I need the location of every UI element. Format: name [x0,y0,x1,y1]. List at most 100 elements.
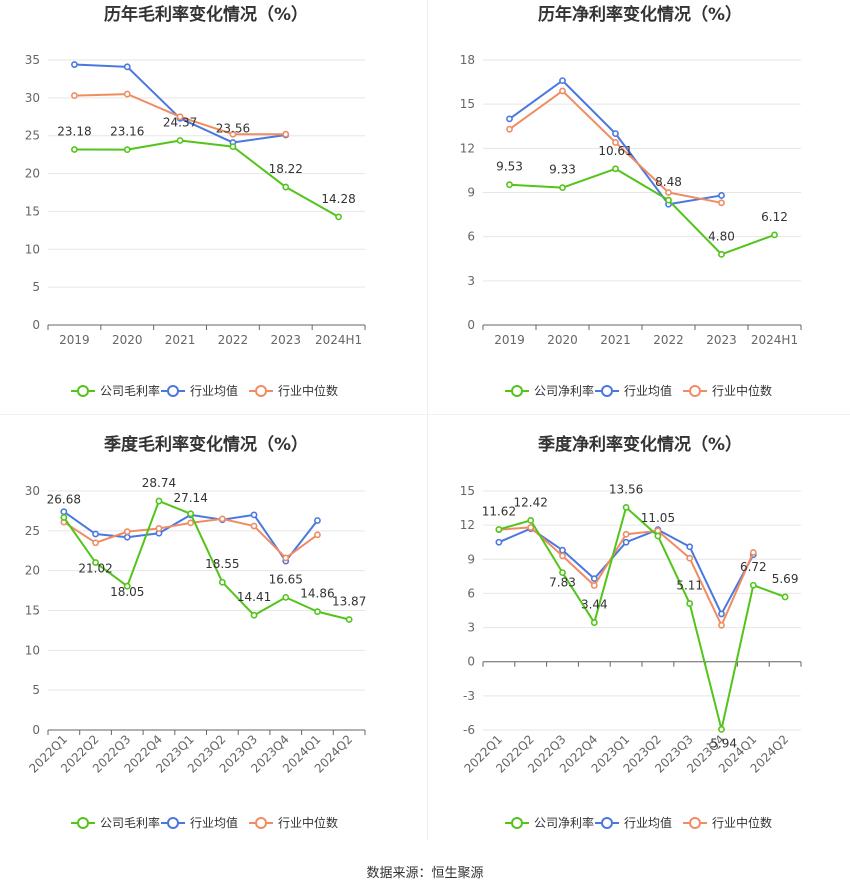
data-point [314,517,321,524]
data-point [718,199,725,207]
legend: 公司净利率 行业均值 行业中位数 [505,815,772,830]
data-point [250,522,258,530]
x-tick-label: 2020 [547,333,578,347]
data-label: 6.12 [761,210,788,224]
data-label: 18.55 [205,557,239,571]
y-tick-label: 5 [32,280,40,294]
x-tick-label: 2024H1 [315,333,362,347]
y-tick-label: -3 [463,689,475,703]
data-label: 3.44 [581,598,608,612]
data-point [686,543,694,551]
data-label: 11.05 [641,511,675,525]
y-tick-label: 0 [32,318,40,332]
data-point [612,165,619,173]
chart-title: 季度净利率变化情况（%） [538,434,742,455]
legend-swatch-marker [511,385,523,397]
legend-label: 公司毛利率 [100,815,160,830]
y-tick-label: 9 [467,186,475,200]
data-point [71,92,78,99]
data-point [71,146,78,153]
y-tick-label: 3 [467,274,475,288]
y-tick-label: -6 [463,723,475,737]
data-label: 27.14 [173,491,207,505]
legend: 公司毛利率 行业均值 行业中位数 [71,383,338,398]
data-point [622,538,630,546]
data-label: 14.28 [321,192,355,206]
legend-label: 行业中位数 [278,383,338,398]
x-tick-label: 2024H1 [751,333,798,347]
data-label: 28.74 [142,476,176,490]
data-point [559,552,566,560]
data-label: 21.02 [78,562,112,576]
data-point [123,146,131,154]
data-point [506,125,513,133]
data-label: 9.53 [496,160,523,174]
series-line-industry_avg [63,510,319,563]
data-label: 13.56 [609,482,643,496]
series-line-industry_avg [74,63,286,144]
legend-swatch-marker [77,817,89,829]
y-tick-label: 6 [467,230,475,244]
chart-3: 季度毛利率变化情况（%）0510152025302022Q12022Q22022… [25,434,367,830]
x-tick-label: 2021 [165,333,196,347]
y-tick-label: 15 [25,204,40,218]
series-line-company [63,500,350,621]
data-point [718,192,725,199]
legend: 公司毛利率 行业均值 行业中位数 [71,815,338,830]
data-point [282,130,290,138]
data-point [71,61,78,68]
source-note: 数据来源：恒生聚源 [366,866,484,881]
data-point [92,539,99,547]
data-point [176,113,184,121]
data-point [176,137,184,144]
data-point [654,532,662,540]
y-tick-label: 12 [460,518,475,532]
data-point [559,184,566,192]
data-point [495,538,503,546]
y-tick-label: 6 [467,586,475,600]
x-tick-label: 2021 [600,333,631,347]
vertical-divider [427,0,428,840]
y-tick-label: 25 [25,524,40,538]
data-label: 18.05 [110,585,144,599]
y-tick-label: 9 [467,552,475,566]
data-point [250,611,258,619]
chart-2: 历年净利率变化情况（%） 0 3 6 9 12 15 18 2019 2020 2021 2022 20… [460,4,802,398]
y-tick-label: 30 [25,484,40,498]
data-point [612,139,619,146]
data-point [559,569,566,577]
data-point [282,554,290,562]
legend-label: 行业均值 [624,383,672,398]
y-tick-label: 3 [467,621,475,635]
data-point [92,559,99,566]
data-point [559,87,566,95]
y-tick-label: 15 [460,97,475,111]
data-point [314,608,321,616]
data-label: 18.22 [269,162,303,176]
data-point [506,181,513,189]
data-point [123,90,131,98]
legend-swatch-marker [689,817,701,829]
data-point [282,593,290,601]
data-label: 12.42 [514,495,548,509]
data-label: 9.33 [549,163,576,177]
legend-label: 公司净利率 [534,383,594,398]
data-point [506,115,513,123]
data-point [622,530,630,538]
x-tick-label: 2022 [653,333,684,347]
data-point [92,530,99,538]
data-point [282,183,290,191]
y-tick-label: 18 [460,53,475,67]
series-line-company [74,139,340,218]
data-point [718,621,725,629]
data-point [718,250,725,258]
x-tick-label: 2019 [59,333,90,347]
data-point [218,578,226,586]
data-point [495,526,503,533]
chart-title: 季度毛利率变化情况（%） [104,434,308,455]
data-label: 16.65 [269,572,303,586]
legend-swatch-marker [77,385,89,397]
data-point [749,581,757,589]
data-point [781,593,789,601]
